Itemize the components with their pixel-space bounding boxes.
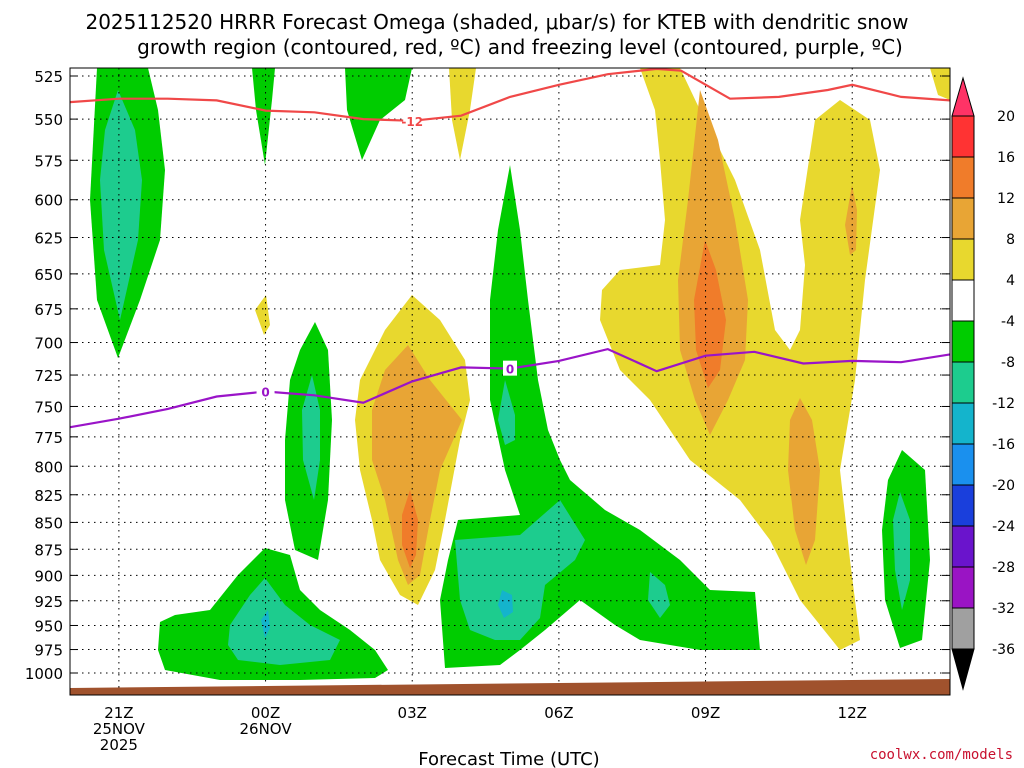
y-tick-label: 950 [34,617,63,635]
colorbar-swatch [951,156,975,199]
plot-frame [69,67,951,696]
colorbar-label: -8 [1001,355,1015,371]
colorbar-label: -20 [992,478,1015,494]
colorbar-swatch [951,197,975,240]
omega-region-pos8 [372,345,462,585]
terrain-ground [70,679,950,695]
colorbar-label: -24 [992,519,1015,535]
omega-region-pos12 [694,240,726,388]
colorbar-label: 20 [997,109,1015,125]
y-tick-label: 750 [34,398,63,416]
colorbar-label: 8 [1006,232,1015,248]
omega-region-neg8 [648,572,670,618]
colorbar-label: -28 [992,560,1015,576]
x-tick-label: 2025 [100,736,138,754]
x-tick-label: 21Z [104,704,133,722]
y-tick-label: 875 [34,541,63,559]
omega-region-neg4 [345,68,412,160]
grid-lines [70,68,950,695]
y-tick-label: 800 [34,458,63,476]
omega-region-pos4 [255,295,270,335]
dgz-contour-label: -12 [401,115,423,129]
chart-title-line-2: growth region (contoured, red, ºC) and f… [137,35,903,59]
colorbar-swatch [951,484,975,527]
omega-region-neg4 [252,68,275,165]
credit-link[interactable]: coolwx.com/models [870,747,1013,763]
colorbar-swatch [951,238,975,281]
omega-region-neg8 [498,380,515,445]
y-tick-label: 625 [34,230,63,248]
colorbar-cap-bottom [951,648,975,691]
omega-region-neg8 [100,90,142,320]
colorbar-label: -12 [992,396,1015,412]
colorbar-swatch [951,607,975,650]
y-tick-label: 925 [34,593,63,611]
colorbar-swatch [951,566,975,609]
omega-region-pos12 [402,490,418,568]
x-tick-label: 12Z [838,704,867,722]
colorbar-swatch [951,279,975,322]
colorbar-label: 4 [1006,273,1015,289]
x-tick-label: 09Z [691,704,720,722]
colorbar-label: 12 [997,191,1015,207]
freezing-level-contour-label-bg [503,360,517,376]
omega-region-neg12 [261,610,270,638]
y-tick-label: 1000 [25,665,63,683]
freezing-level-contour-label: 0 [506,363,514,377]
y-tick-label: 775 [34,429,63,447]
colorbar: 20 16 12 8 4 -4 -8 -12 -16 -20 -24 -28 -32 -36 [951,76,1015,691]
x-tick-label: 25NOV [93,720,146,738]
y-tick-label: 850 [34,514,63,532]
y-tick-label: 525 [34,68,63,86]
chart-title-line-1: 2025112520 HRRR Forecast Omega (shaded, … [85,10,908,34]
y-tick-label: 600 [34,192,63,210]
colorbar-label: -36 [992,642,1015,658]
colorbar-swatch [951,402,975,445]
y-tick-label: 825 [34,487,63,505]
x-tick-label: 00Z [251,704,280,722]
omega-region-neg12 [498,590,513,618]
colorbar-label: -16 [992,437,1015,453]
omega-shading [90,68,950,680]
omega-region-neg8 [228,578,340,665]
omega-region-neg8 [302,375,320,500]
omega-region-neg8 [455,500,585,640]
y-tick-label: 650 [34,266,63,284]
y-tick-label: 675 [34,301,63,319]
y-tick-label: 575 [34,152,63,170]
colorbar-label: 16 [997,150,1015,166]
x-tick-label: 26NOV [239,720,292,738]
omega-region-neg8 [893,492,910,610]
contour-lines: -12 0 0 [70,68,950,429]
dgz-contour-label-bg [403,112,422,128]
freezing-level-contour-label: 0 [261,386,269,400]
freezing-level-contour-label-bg [256,383,275,399]
y-tick-label: 550 [34,111,63,129]
y-tick-label: 900 [34,567,63,585]
dgz-contour [70,68,950,122]
x-tick-label: 03Z [398,704,427,722]
colorbar-cap-top [951,76,975,117]
y-tick-label: 975 [34,642,63,660]
omega-region-pos8 [845,185,857,255]
colorbar-label: -32 [992,601,1015,617]
colorbar-swatch [951,525,975,568]
colorbar-swatch [951,115,975,158]
y-axis: 525 550 575 600 625 650 675 700 725 750 775 800 825 8… [25,68,950,683]
colorbar-swatch [951,320,975,363]
y-tick-label: 725 [34,367,63,385]
colorbar-swatch [951,443,975,486]
x-tick-label: 06Z [544,704,573,722]
colorbar-swatch [951,361,975,404]
colorbar-label: -4 [1001,314,1015,330]
x-axis-label: Forecast Time (UTC) [418,749,599,768]
omega-region-pos8 [788,398,820,565]
y-tick-label: 700 [34,335,63,353]
